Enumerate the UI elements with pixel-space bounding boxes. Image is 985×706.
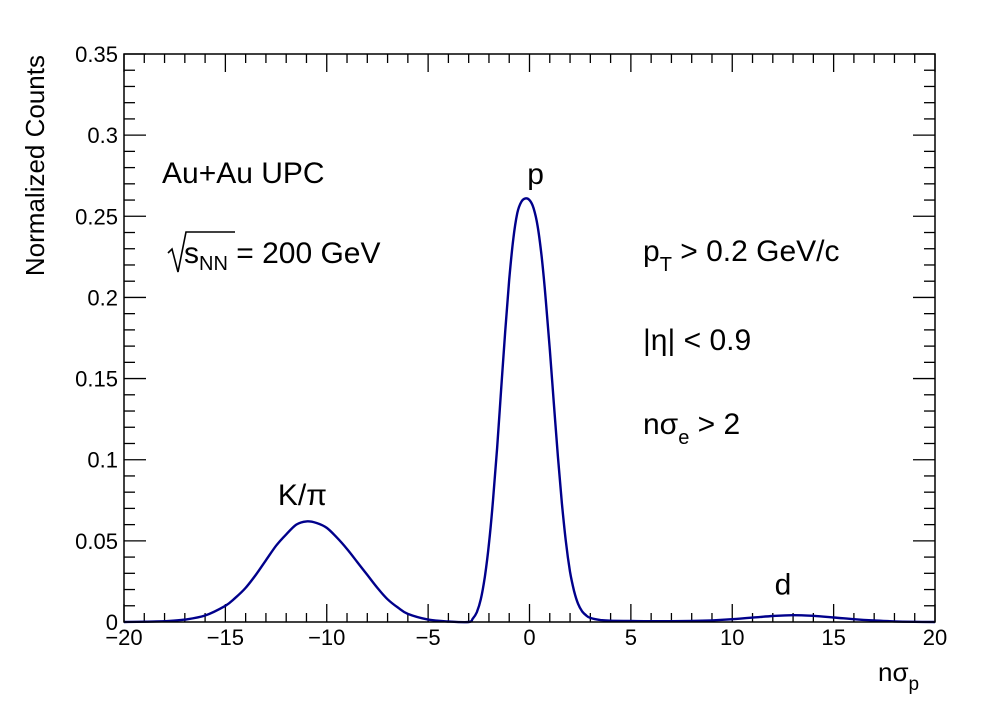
x-tick-label: 15 bbox=[821, 625, 845, 650]
annotation-energy-sub: NN bbox=[199, 253, 228, 275]
annotation-pt: pT > 0.2 GeV/c bbox=[643, 235, 840, 276]
peak-label: d bbox=[775, 568, 792, 601]
y-tick-label: 0.3 bbox=[87, 123, 118, 148]
y-axis-title: Normalized Counts bbox=[20, 55, 50, 276]
plot-frame bbox=[123, 53, 936, 623]
annotation-energy: sNN = 200 GeV bbox=[184, 237, 381, 275]
x-tick-label: 10 bbox=[720, 625, 744, 650]
y-tick-label: 0.1 bbox=[87, 448, 118, 473]
x-tick-label: −10 bbox=[308, 625, 345, 650]
peak-label: K/π bbox=[278, 479, 327, 512]
x-axis-title-sub: p bbox=[909, 674, 920, 695]
annotation-nsigma-e-sub: e bbox=[678, 427, 689, 449]
peak-labels: K/π p d bbox=[278, 158, 791, 602]
y-tick-label: 0.15 bbox=[75, 367, 118, 392]
annotation-nsigma-e: nσe > 2 bbox=[643, 408, 740, 449]
x-tick-label: −20 bbox=[105, 625, 142, 650]
peak-label: p bbox=[527, 158, 544, 191]
tick-labels: −20 −15 −10 −5 0 5 10 15 20 0 0.05 0.1 0.15 0.2 0.25 0.… bbox=[75, 42, 947, 650]
tick-marks bbox=[123, 53, 936, 623]
x-tick-label: 5 bbox=[625, 625, 637, 650]
x-tick-label: 0 bbox=[523, 625, 535, 650]
sqrt-sign bbox=[167, 231, 235, 273]
y-tick-label: 0.05 bbox=[75, 529, 118, 554]
y-tick-label: 0.35 bbox=[75, 42, 118, 67]
x-tick-label: −5 bbox=[416, 625, 441, 650]
annotation-system: Au+Au UPC bbox=[162, 157, 325, 190]
series-line bbox=[123, 197, 936, 624]
y-tick-label: 0 bbox=[106, 610, 118, 635]
annotation-eta: |η| < 0.9 bbox=[643, 324, 751, 357]
x-axis-title: nσp bbox=[878, 657, 919, 695]
x-tick-label: −15 bbox=[207, 625, 244, 650]
annotation-pt-sub: T bbox=[660, 254, 672, 276]
y-tick-label: 0.25 bbox=[75, 204, 118, 229]
y-tick-label: 0.2 bbox=[87, 285, 118, 310]
x-tick-label: 20 bbox=[923, 625, 947, 650]
